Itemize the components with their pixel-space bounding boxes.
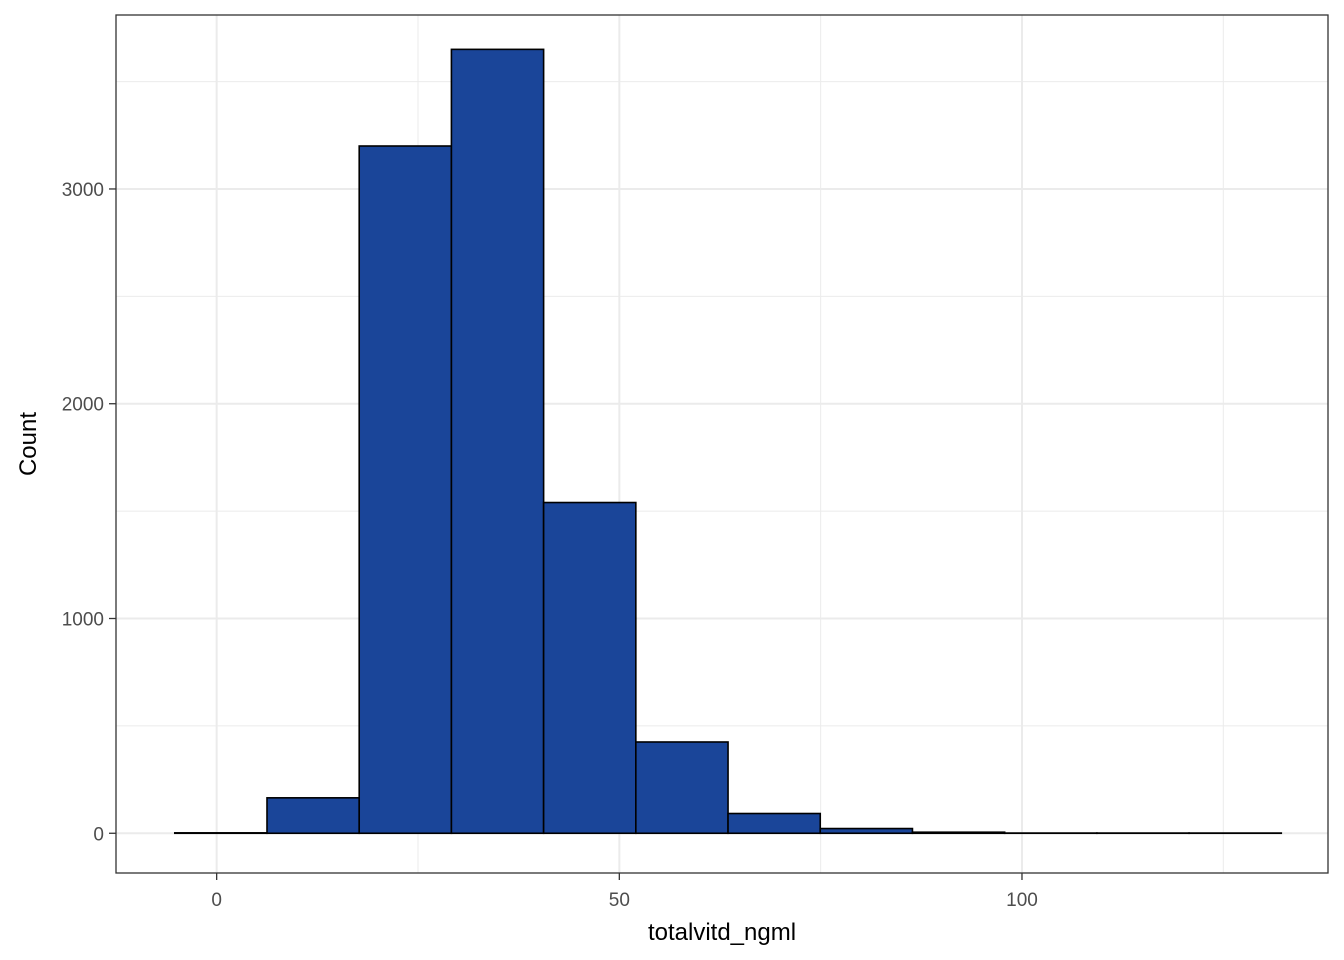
x-tick-label: 0 bbox=[211, 890, 222, 911]
histogram-bar bbox=[266, 797, 361, 835]
y-axis-title: Count bbox=[15, 412, 42, 476]
x-axis: 0 50 100 bbox=[211, 873, 1038, 911]
x-tick-label: 50 bbox=[609, 890, 630, 911]
y-tick-label: 0 bbox=[93, 824, 104, 845]
panel-border bbox=[115, 14, 1329, 874]
y-tick-label: 1000 bbox=[62, 609, 104, 630]
y-tick-label: 3000 bbox=[62, 180, 104, 201]
x-tick-label: 100 bbox=[1006, 890, 1038, 911]
y-axis: 0 1000 2000 3000 bbox=[62, 180, 116, 845]
histogram-bar bbox=[819, 827, 914, 835]
histogram-bar bbox=[450, 48, 545, 835]
histogram-bar bbox=[635, 741, 729, 835]
y-tick-label: 2000 bbox=[62, 395, 104, 416]
histogram-bars bbox=[173, 48, 1283, 835]
x-axis-title: totalvitd_ngml bbox=[648, 919, 796, 946]
histogram-bar bbox=[911, 831, 1006, 835]
histogram-bar bbox=[358, 145, 453, 835]
histogram-bar bbox=[542, 501, 637, 835]
histogram-bar bbox=[727, 812, 822, 835]
